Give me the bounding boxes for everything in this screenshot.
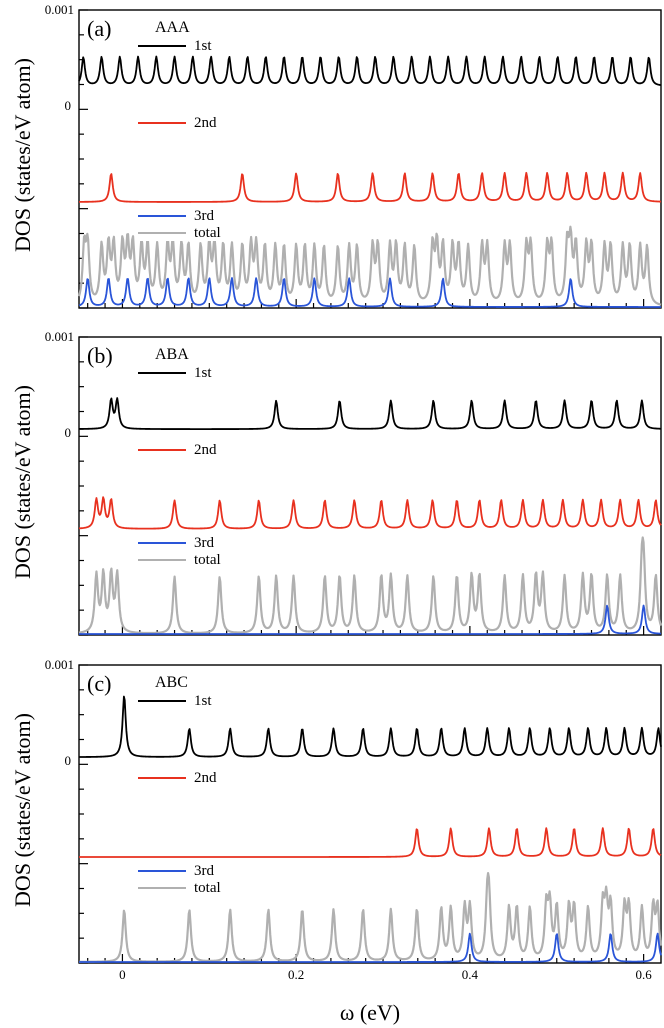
legend-1st-label: 1st <box>194 693 212 709</box>
series-2nd-line <box>78 496 662 530</box>
legend-total-label: total <box>194 552 221 568</box>
series-1st-line <box>78 55 662 86</box>
legend-total-label: total <box>194 880 221 896</box>
series-1st-line <box>78 397 662 430</box>
x-tick-label: 0.6 <box>636 967 653 982</box>
series-3rd-line <box>78 604 662 635</box>
y-tick-label-top: 0.001 <box>45 329 74 344</box>
legend-3rd-label: 3rd <box>194 535 214 551</box>
legend-2nd-label: 2nd <box>194 770 217 786</box>
legend-2nd-label: 2nd <box>194 115 217 131</box>
series-total-line <box>78 872 663 963</box>
series-2nd-line <box>78 827 662 858</box>
series-3rd-line <box>78 932 662 963</box>
panel-frame <box>78 664 662 964</box>
x-tick-label: 0.2 <box>288 967 304 982</box>
panel-title: ABA <box>155 346 189 363</box>
y-axis-label-top: DOS (states/eV atom) <box>10 58 35 252</box>
panel-label: (b) <box>87 343 113 368</box>
legend-2nd-label: 2nd <box>194 442 217 458</box>
panel-label: (a) <box>87 16 111 41</box>
y-tick-label-zero: 0 <box>65 425 72 440</box>
legend-3rd-label: 3rd <box>194 208 214 224</box>
legend-3rd-label: 3rd <box>194 863 214 879</box>
x-tick-label: 0.4 <box>462 967 479 982</box>
y-tick-label-top: 0.001 <box>45 657 74 672</box>
panel-title: ABC <box>155 674 188 691</box>
y-axis-label-middle: DOS (states/eV atom) <box>10 385 35 579</box>
legend-1st-label: 1st <box>194 38 212 54</box>
series-total-line <box>78 536 663 635</box>
panel-title: AAA <box>155 19 190 36</box>
legend-total-label: total <box>194 225 221 241</box>
x-tick-label: 0 <box>119 967 126 982</box>
series-3rd-line <box>78 277 662 308</box>
y-tick-label-zero: 0 <box>65 753 72 768</box>
x-axis-label: ω (eV) <box>340 1000 400 1025</box>
series-1st-line <box>78 695 662 758</box>
panel-label: (c) <box>87 671 111 696</box>
series-2nd-line <box>78 171 662 203</box>
y-axis-label-bottom: DOS (states/eV atom) <box>10 713 35 907</box>
panel-frame <box>78 336 662 636</box>
y-tick-label-top: 0.001 <box>45 2 74 17</box>
series-total-line <box>77 225 662 306</box>
y-tick-label-zero: 0 <box>65 98 72 113</box>
legend-1st-label: 1st <box>194 365 212 381</box>
